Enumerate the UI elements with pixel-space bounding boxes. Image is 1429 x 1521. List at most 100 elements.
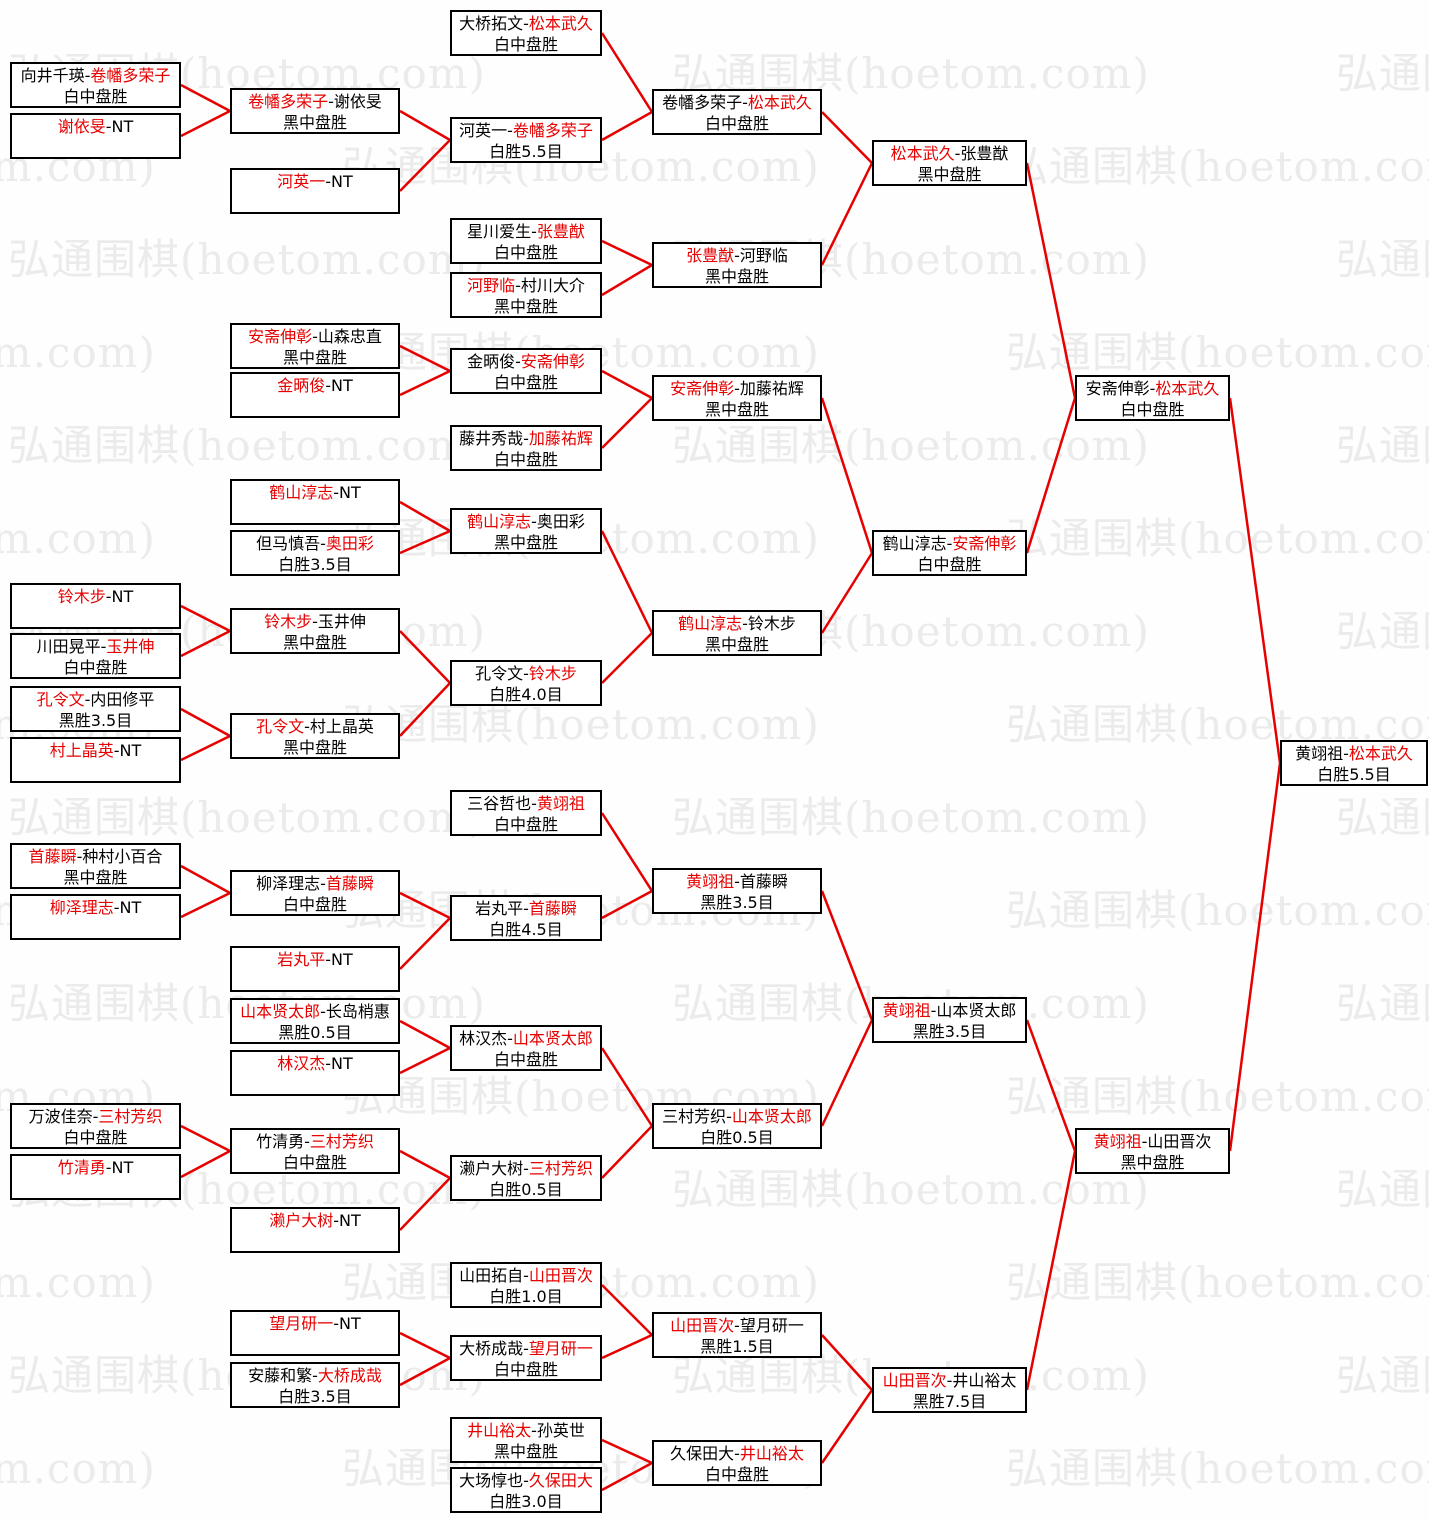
matchup-line: 柳泽理志-NT	[50, 898, 142, 917]
watermark-text: 弘通围棋(hoetom.com)	[0, 328, 156, 377]
bracket-connector	[180, 734, 231, 762]
matchup-line: 林汉杰-NT	[277, 1054, 353, 1073]
player2-name: 三村芳织	[528, 1159, 593, 1178]
match-result: 白中盘胜	[704, 114, 769, 133]
match-result: 黑中盘胜	[282, 738, 347, 757]
player1-name: 孔令文	[36, 690, 85, 709]
bracket-connector	[1025, 162, 1077, 399]
bracket-connector	[600, 1047, 654, 1127]
player1-name: 鹤山淳志	[269, 483, 334, 502]
bracket-connector	[820, 397, 874, 554]
matchup-line: 竹清勇-三村芳织	[256, 1132, 374, 1151]
player2-name: 松本武久	[1155, 379, 1220, 398]
player1-name: 藤井秀哉	[459, 429, 524, 448]
separator-dash: -	[523, 1159, 529, 1178]
separator-dash: -	[333, 1211, 340, 1230]
watermark-text: 弘通围棋(hoetom.com)	[8, 235, 486, 284]
player1-name: 铃木步	[57, 587, 106, 606]
watermark-text: 弘通围棋(hoetom.com)	[672, 793, 1150, 842]
match-box: 濑户大树-NT	[230, 1207, 400, 1253]
match-box: 山田拓自-山田晋次 白胜1.0目	[450, 1262, 602, 1308]
matchup-line: 黄翊祖-首藤瞬	[686, 872, 788, 891]
player2-name: 黄翊祖	[536, 794, 585, 813]
matchup-line: 山田晋次-望月研一	[670, 1316, 804, 1335]
player1-name: 金昞俊	[467, 352, 516, 371]
match-result: 白中盘胜	[1120, 400, 1185, 419]
match-result: 黑胜3.5目	[58, 711, 133, 730]
bracket-connector	[399, 630, 451, 684]
separator-dash: -	[304, 1132, 310, 1151]
player2-name: NT	[111, 1158, 134, 1177]
player2-name: 山田晋次	[528, 1266, 593, 1285]
watermark-text: 弘通围棋(hoetom.com)	[1336, 1351, 1429, 1400]
player2-name: 首藤瞬	[325, 874, 374, 893]
separator-dash: -	[1343, 744, 1349, 763]
player1-name: 柳泽理志	[256, 874, 321, 893]
separator-dash: -	[734, 1316, 740, 1335]
matchup-line: 山田晋次-井山裕太	[883, 1371, 1017, 1390]
match-result: 白中盘胜	[493, 35, 558, 54]
match-result: 白中盘胜	[282, 895, 347, 914]
separator-dash: -	[333, 483, 340, 502]
player2-name: 安斋伸彰	[952, 534, 1017, 553]
bracket-connector	[399, 1149, 451, 1180]
watermark-text: 弘通围棋(hoetom.com)	[1006, 886, 1429, 935]
match-box: 黄翊祖-松本武久 白胜5.5目	[1280, 740, 1428, 786]
matchup-line: 山本贤太郎-长岛梢惠	[240, 1002, 390, 1021]
match-box: 岩丸平-NT	[230, 946, 400, 992]
player1-name: 三村芳织	[662, 1107, 727, 1126]
player2-name: 村川大介	[520, 276, 585, 295]
player2-name: 三村芳织	[309, 1132, 374, 1151]
player2-name: 安斋伸彰	[520, 352, 585, 371]
bracket-connector	[821, 1334, 873, 1391]
player1-name: 山田晋次	[882, 1371, 947, 1390]
separator-dash: -	[523, 1266, 529, 1285]
matchup-line: 鹤山淳志-NT	[269, 483, 361, 502]
match-box: 松本武久-张豊猷 黑中盘胜	[872, 140, 1027, 186]
bracket-connector	[399, 891, 451, 920]
bracket-connector	[601, 110, 653, 142]
player2-name: 河野临	[739, 246, 788, 265]
separator-dash: -	[76, 847, 83, 866]
player1-name: 金昞俊	[277, 376, 326, 395]
player1-name: 星川爱生	[467, 222, 532, 241]
match-box: 首藤瞬-种村小百合 黑中盘胜	[10, 843, 181, 889]
match-box: 谢依旻-NT	[10, 113, 181, 159]
player1-name: 岩丸平	[475, 899, 524, 918]
match-result: 黑中盘胜	[493, 297, 558, 316]
player1-name: 安斋伸彰	[248, 327, 313, 346]
matchup-line: 安斋伸彰-松本武久	[1086, 379, 1220, 398]
match-result: 白中盘胜	[63, 87, 128, 106]
player2-name: NT	[339, 1314, 361, 1333]
separator-dash: -	[523, 1471, 529, 1490]
matchup-line: 大桥拓文-松本武久	[459, 14, 593, 33]
bracket-connector	[1025, 1150, 1077, 1391]
match-result: 白中盘胜	[704, 1465, 769, 1484]
match-box: 三谷哲也-黄翊祖 白中盘胜	[450, 790, 602, 836]
separator-dash: -	[507, 121, 513, 140]
match-box: 村上晶英-NT	[10, 737, 181, 783]
player1-name: 安藤和繁	[248, 1366, 313, 1385]
match-box: 星川爱生-张豊猷 白中盘胜	[450, 218, 602, 264]
matchup-line: 松本武久-张豊猷	[891, 144, 1009, 163]
player2-name: 山本贤太郎	[512, 1029, 593, 1048]
player1-name: 黄翊祖	[686, 872, 735, 891]
player1-name: 鹤山淳志	[467, 512, 532, 531]
watermark-text: 弘通围棋(hoetom.com)	[1336, 793, 1429, 842]
match-box: 林汉杰-NT	[230, 1050, 400, 1096]
separator-dash: -	[312, 1366, 318, 1385]
separator-dash: -	[734, 379, 740, 398]
match-box: 大桥成哉-望月研一 白中盘胜	[450, 1335, 602, 1381]
separator-dash: -	[1141, 1132, 1148, 1151]
bracket-connector	[399, 917, 451, 970]
bracket-connector	[399, 682, 451, 737]
player1-name: 村上晶英	[49, 741, 114, 760]
separator-dash: -	[946, 534, 953, 553]
player2-name: 玉井伸	[106, 637, 155, 656]
separator-dash: -	[328, 92, 334, 111]
bracket-connector	[601, 263, 653, 297]
match-result: 黑胜1.5目	[700, 1337, 774, 1356]
bracket-connector	[820, 1389, 874, 1464]
matchup-line: 岩丸平-首藤瞬	[475, 899, 577, 918]
match-result: 黑胜0.5目	[278, 1023, 352, 1042]
